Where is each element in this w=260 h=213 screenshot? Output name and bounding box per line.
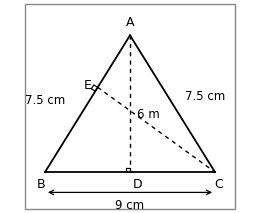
Text: 7.5 cm: 7.5 cm — [25, 94, 65, 106]
Text: 9 cm: 9 cm — [115, 199, 145, 212]
Text: C: C — [214, 178, 223, 191]
Text: 7.5 cm: 7.5 cm — [185, 90, 226, 103]
Text: A: A — [126, 16, 134, 29]
Text: 6 m: 6 m — [137, 108, 160, 121]
Text: B: B — [37, 178, 46, 191]
Text: D: D — [133, 178, 142, 191]
Text: E: E — [83, 79, 91, 92]
